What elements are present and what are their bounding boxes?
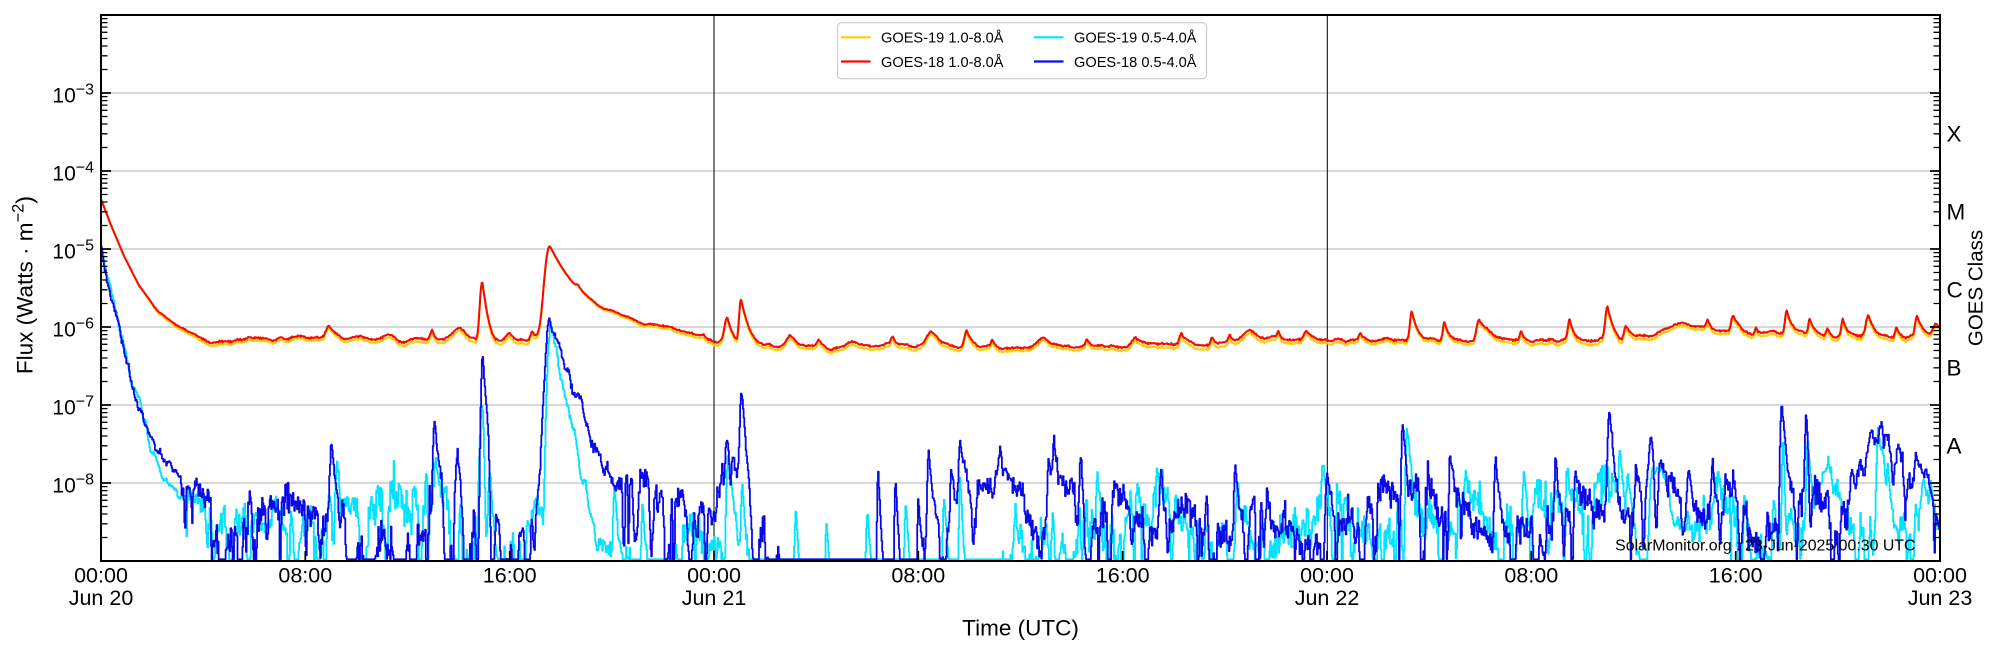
svg-text:SolarMonitor.org : 23-Jun-2025: SolarMonitor.org : 23-Jun-2025 00:30 UTC xyxy=(1615,538,1915,555)
svg-text:GOES-19 1.0-8.0Å: GOES-19 1.0-8.0Å xyxy=(881,30,1004,47)
svg-text:Jun 21: Jun 21 xyxy=(682,586,747,610)
svg-text:08:00: 08:00 xyxy=(278,564,332,588)
svg-text:10−4: 10−4 xyxy=(52,160,94,186)
svg-text:Jun 23: Jun 23 xyxy=(1908,586,1973,610)
svg-text:10−3: 10−3 xyxy=(52,82,94,108)
svg-text:Time (UTC): Time (UTC) xyxy=(962,616,1079,641)
svg-text:00:00: 00:00 xyxy=(1913,564,1967,588)
svg-text:00:00: 00:00 xyxy=(687,564,741,588)
svg-text:16:00: 16:00 xyxy=(483,564,537,588)
svg-text:08:00: 08:00 xyxy=(891,564,945,588)
svg-text:GOES-18 1.0-8.0Å: GOES-18 1.0-8.0Å xyxy=(881,54,1004,71)
svg-text:Jun 20: Jun 20 xyxy=(69,586,134,610)
svg-text:00:00: 00:00 xyxy=(74,564,128,588)
svg-text:A: A xyxy=(1947,434,1962,459)
svg-text:X: X xyxy=(1947,122,1962,147)
svg-text:10−6: 10−6 xyxy=(52,316,94,342)
svg-text:Flux (Watts · m−2): Flux (Watts · m−2) xyxy=(10,196,38,374)
svg-text:16:00: 16:00 xyxy=(1096,564,1150,588)
svg-text:GOES-18 0.5-4.0Å: GOES-18 0.5-4.0Å xyxy=(1074,54,1197,71)
svg-text:00:00: 00:00 xyxy=(1300,564,1354,588)
svg-text:B: B xyxy=(1947,356,1962,381)
svg-text:GOES-19 0.5-4.0Å: GOES-19 0.5-4.0Å xyxy=(1074,30,1197,47)
svg-text:16:00: 16:00 xyxy=(1709,564,1763,588)
svg-text:10−8: 10−8 xyxy=(52,472,94,498)
svg-text:GOES Class: GOES Class xyxy=(1965,230,1988,346)
svg-text:Jun 22: Jun 22 xyxy=(1295,586,1360,610)
svg-text:M: M xyxy=(1947,200,1966,225)
svg-text:08:00: 08:00 xyxy=(1504,564,1558,588)
svg-text:C: C xyxy=(1947,278,1963,303)
